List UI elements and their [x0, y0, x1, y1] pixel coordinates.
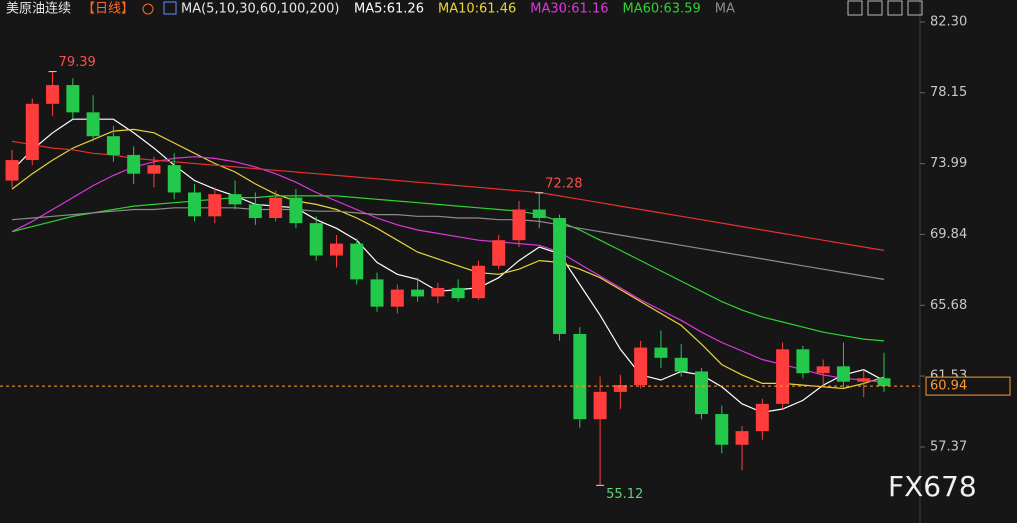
candle-body	[654, 347, 668, 358]
annotation: 79.39	[59, 55, 96, 70]
ma-line	[11, 118, 885, 414]
ma-line	[11, 207, 885, 280]
candle-body	[816, 366, 830, 374]
candle-body	[309, 223, 323, 256]
candle-body	[66, 85, 80, 113]
candle-body	[390, 289, 404, 307]
candle-body	[613, 385, 627, 392]
candle-body	[836, 366, 850, 382]
last-price-box	[925, 376, 1011, 396]
tool-button[interactable]	[847, 0, 863, 16]
candle-body	[167, 165, 181, 193]
candle-body	[471, 265, 485, 299]
legend-entry: MA30:61.16	[530, 2, 608, 17]
candle-body	[694, 371, 708, 415]
candle-body	[796, 349, 810, 374]
ma-line	[11, 140, 885, 251]
candle-body	[674, 357, 688, 372]
candle-body	[25, 103, 39, 161]
candle-body	[857, 378, 871, 382]
candle-body	[492, 240, 506, 266]
candle-body	[755, 403, 769, 432]
candle-body	[127, 154, 141, 174]
candle-body	[248, 204, 262, 219]
candle-body	[46, 85, 60, 104]
candle-body	[329, 243, 343, 256]
toolbar	[847, 0, 923, 16]
annotation: 55.12	[606, 487, 643, 502]
candle-body	[553, 218, 567, 334]
indicator: MA(5,10,30,60,100,200)	[181, 2, 339, 17]
last-price-label: 60.94	[930, 379, 967, 394]
tool-button[interactable]	[867, 0, 883, 16]
ma-line	[11, 156, 885, 383]
annotation: 72.28	[545, 176, 582, 191]
candle-body	[593, 391, 607, 420]
candle-body	[106, 136, 120, 155]
ma-line	[11, 128, 885, 390]
candle-body	[188, 192, 202, 217]
candle-body	[776, 349, 790, 404]
candle-body	[877, 378, 891, 387]
candle-body	[411, 289, 425, 297]
candle-body	[208, 194, 222, 217]
tool-button[interactable]	[887, 0, 903, 16]
indicator-icon[interactable]	[163, 1, 177, 15]
candle-body	[228, 194, 242, 205]
candle-body	[512, 209, 526, 241]
legend-entry: MA60:63.59	[622, 2, 700, 17]
candle-body	[147, 165, 161, 174]
legend-entry: MA5:61.26	[354, 2, 424, 17]
legend-entry: MA10:61.46	[438, 2, 516, 17]
candle-body	[431, 287, 445, 297]
legend-entry: MA	[715, 2, 735, 17]
y-tick-label: 78.15	[930, 85, 967, 100]
candle-body	[350, 243, 364, 280]
candle-body	[289, 197, 303, 224]
y-tick-label: 82.30	[930, 14, 967, 29]
candle-body	[573, 333, 587, 420]
candle-body	[532, 209, 546, 219]
y-tick-label: 57.37	[930, 439, 967, 454]
candle-body	[5, 160, 19, 181]
candle-body	[735, 431, 749, 445]
tool-button[interactable]	[907, 0, 923, 16]
candle-body	[634, 347, 648, 386]
y-tick-label: 69.84	[930, 227, 967, 242]
symbol: 美原油连续	[6, 1, 71, 17]
watermark: FX678	[888, 470, 977, 503]
candle-body	[269, 197, 283, 219]
candle-body	[86, 112, 100, 137]
ma-line	[11, 195, 885, 342]
candle-body	[715, 414, 729, 445]
y-tick-label: 65.68	[930, 298, 967, 313]
y-tick-label: 73.99	[930, 156, 967, 171]
candle-body	[451, 287, 465, 299]
candle-body	[370, 279, 384, 307]
settings-icon[interactable]	[142, 3, 154, 15]
period: 【日线】	[82, 2, 134, 17]
